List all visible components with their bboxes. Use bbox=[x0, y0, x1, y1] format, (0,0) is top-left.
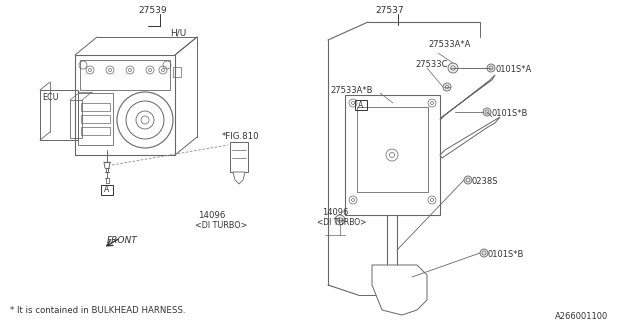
Bar bbox=[81, 127, 110, 135]
Text: 27533C: 27533C bbox=[415, 60, 447, 69]
Text: * It is contained in BULKHEAD HARNESS.: * It is contained in BULKHEAD HARNESS. bbox=[10, 306, 186, 315]
Circle shape bbox=[487, 64, 495, 72]
Bar bbox=[78, 93, 113, 145]
Polygon shape bbox=[233, 172, 245, 184]
Bar bbox=[81, 103, 110, 111]
Text: 0101S*B: 0101S*B bbox=[492, 109, 529, 118]
Text: 14096: 14096 bbox=[198, 211, 225, 220]
Bar bbox=[345, 95, 440, 215]
Bar bbox=[173, 67, 181, 77]
Polygon shape bbox=[372, 265, 427, 315]
Text: 27537: 27537 bbox=[375, 6, 404, 15]
Bar bbox=[80, 60, 170, 90]
Bar bbox=[40, 90, 78, 140]
Bar bbox=[230, 142, 248, 172]
Text: A266001100: A266001100 bbox=[555, 312, 608, 320]
Circle shape bbox=[483, 108, 491, 116]
Polygon shape bbox=[440, 75, 495, 120]
Text: 0101S*A: 0101S*A bbox=[495, 65, 531, 74]
Text: ECU: ECU bbox=[42, 93, 59, 102]
Bar bbox=[81, 115, 110, 123]
Bar bbox=[101, 185, 113, 195]
Polygon shape bbox=[440, 117, 500, 158]
Circle shape bbox=[480, 249, 488, 257]
Text: 27533A*B: 27533A*B bbox=[330, 86, 372, 95]
Text: <DI TURBO>: <DI TURBO> bbox=[317, 218, 366, 227]
Text: 14096: 14096 bbox=[322, 208, 348, 217]
Circle shape bbox=[464, 176, 472, 184]
Text: A: A bbox=[104, 186, 109, 195]
Bar bbox=[357, 107, 428, 192]
Text: <DI TURBO>: <DI TURBO> bbox=[195, 221, 248, 230]
Circle shape bbox=[448, 63, 458, 73]
Text: *FIG.810: *FIG.810 bbox=[222, 132, 260, 141]
Text: 27533A*A: 27533A*A bbox=[428, 40, 470, 49]
Bar bbox=[75, 55, 175, 155]
Text: A: A bbox=[358, 100, 364, 109]
Text: 0238S: 0238S bbox=[472, 177, 499, 186]
Text: FRONT: FRONT bbox=[107, 236, 138, 245]
Text: H/U: H/U bbox=[170, 28, 186, 37]
Text: 0101S*B: 0101S*B bbox=[488, 250, 524, 259]
Circle shape bbox=[443, 83, 451, 91]
Bar bbox=[355, 100, 367, 110]
Bar bbox=[70, 100, 82, 138]
Text: 27539: 27539 bbox=[138, 6, 166, 15]
Circle shape bbox=[335, 215, 345, 225]
